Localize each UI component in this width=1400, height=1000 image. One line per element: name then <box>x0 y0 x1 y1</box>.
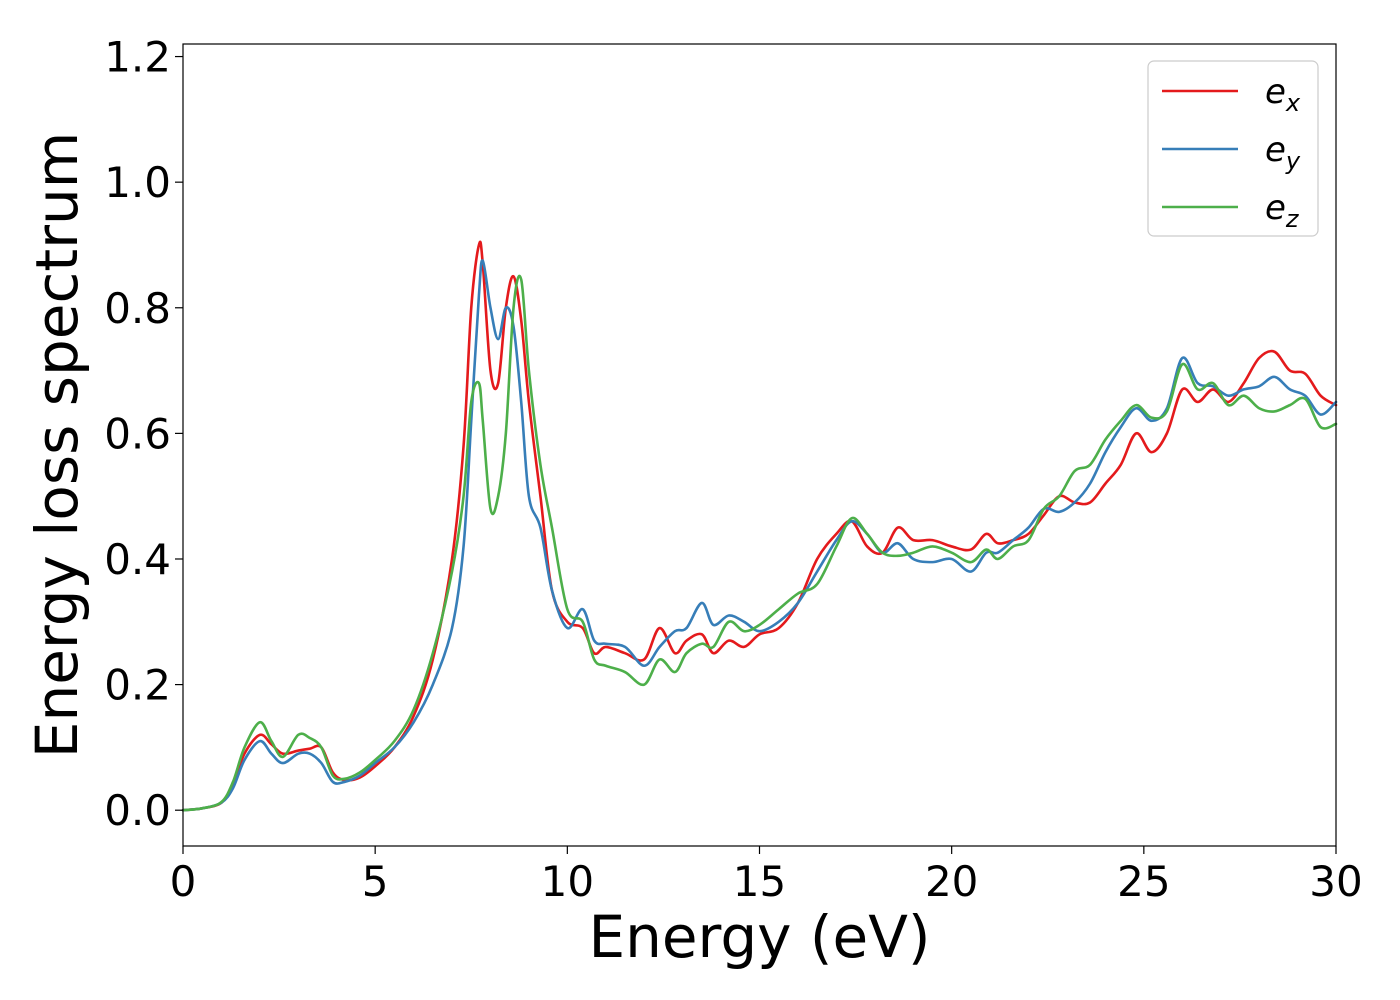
y-tick-label: 1.0 <box>104 158 171 207</box>
legend-label-x: ex <box>1265 72 1301 117</box>
y-axis-ticks: 0.0 0.2 0.4 0.6 0.8 1.0 1.2 <box>104 33 183 835</box>
series-line-x <box>181 240 1338 812</box>
x-tick-label: 25 <box>1117 857 1170 906</box>
x-tick-label: 10 <box>541 857 594 906</box>
y-axis-label: Energy loss spectrum <box>23 132 91 758</box>
x-tick-label: 5 <box>362 857 389 906</box>
y-tick-label: 1.2 <box>104 33 171 82</box>
x-tick-label: 20 <box>925 857 978 906</box>
legend-label-z: ez <box>1265 188 1300 233</box>
series-line-z <box>181 274 1338 812</box>
x-tick-label: 0 <box>170 857 197 906</box>
y-tick-label: 0.8 <box>104 284 171 333</box>
x-axis-ticks: 0 5 10 15 20 25 30 <box>170 846 1363 906</box>
x-axis-label: Energy (eV) <box>588 903 930 971</box>
y-tick-label: 0.6 <box>104 409 171 458</box>
series-line-y <box>181 259 1338 812</box>
y-tick-label: 0.4 <box>104 535 171 584</box>
series-layer <box>181 240 1338 812</box>
legend-label-y: ey <box>1265 130 1301 175</box>
y-tick-label: 0.0 <box>104 786 171 835</box>
y-tick-label: 0.2 <box>104 661 171 710</box>
x-tick-label: 15 <box>733 857 786 906</box>
legend: ex ey ez <box>1147 60 1319 237</box>
x-tick-label: 30 <box>1309 857 1362 906</box>
plot-area <box>183 44 1336 846</box>
